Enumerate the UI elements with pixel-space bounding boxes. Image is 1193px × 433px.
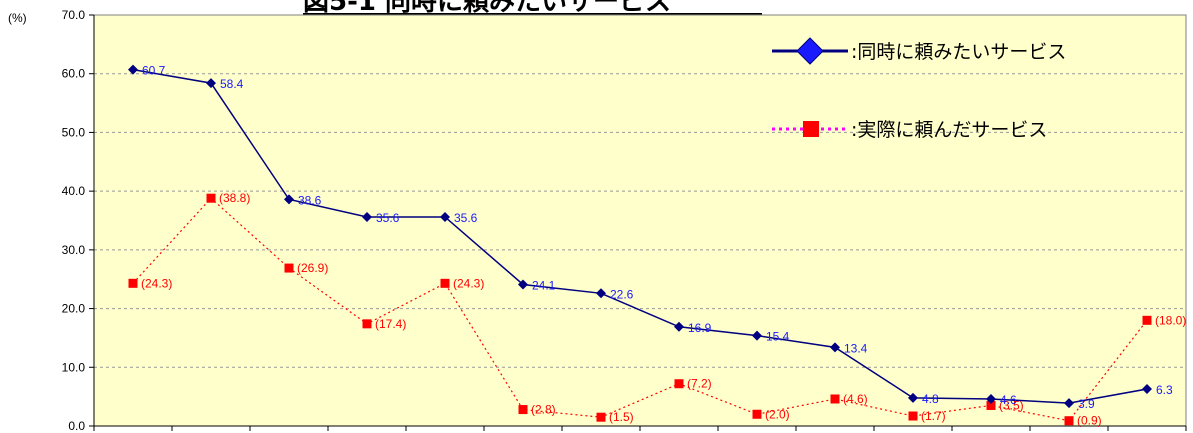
series-line-actual (132, 197, 1148, 422)
data-point-desired (674, 321, 684, 332)
data-label-desired: 6.3 (1156, 383, 1173, 397)
data-point-desired (362, 211, 372, 222)
data-point-actual (908, 411, 918, 421)
data-label-desired: 13.4 (844, 341, 868, 355)
data-point-actual (596, 412, 606, 422)
data-point-actual (1064, 416, 1074, 426)
data-point-desired (206, 78, 216, 89)
data-point-desired (518, 279, 528, 290)
data-point-actual (440, 278, 450, 288)
data-point-desired (284, 194, 294, 205)
data-point-desired (752, 330, 762, 341)
data-label-desired: 16.9 (688, 321, 712, 335)
data-label-actual: (24.3) (453, 276, 484, 290)
legend-diamond-marker (796, 37, 824, 65)
data-point-actual (830, 394, 840, 404)
y-tick-label: 30.0 (62, 243, 86, 257)
data-label-actual: (18.0) (1155, 313, 1186, 327)
y-tick-label: 20.0 (62, 302, 86, 316)
data-label-desired: 24.1 (532, 278, 556, 292)
legend: :同時に頼みたいサービス :実際に頼んだサービス (772, 37, 1066, 141)
data-label-desired: 4.8 (922, 392, 939, 406)
data-label-actual: (1.5) (609, 410, 634, 424)
data-label-desired: 3.9 (1078, 397, 1095, 411)
data-label-actual: (38.8) (219, 191, 250, 205)
y-tick-label: 40.0 (62, 184, 86, 198)
data-point-desired (440, 211, 450, 222)
y-axis-unit: (%) (8, 11, 27, 25)
y-axis-ticks: 0.0 10.0 20.0 30.0 40.0 50.0 60.0 70.0 (62, 8, 94, 433)
y-tick-label: 70.0 (62, 8, 86, 22)
x-axis-ticks (93, 426, 1187, 431)
data-label-desired: 22.6 (610, 287, 634, 301)
data-label-actual: (17.4) (375, 317, 406, 331)
series-line-desired (132, 68, 1148, 404)
data-label-desired: 60.7 (142, 64, 166, 78)
data-label-actual: (1.7) (921, 409, 946, 423)
y-tick-label: 0.0 (68, 419, 85, 433)
data-label-actual: (24.3) (141, 276, 172, 290)
data-point-desired (830, 342, 840, 353)
data-label-actual: (2.0) (765, 407, 790, 421)
data-label-actual: (2.8) (531, 403, 556, 417)
data-point-actual (362, 319, 372, 329)
data-point-desired (986, 393, 996, 404)
data-point-actual (518, 405, 528, 415)
data-label-desired: 35.6 (376, 211, 400, 225)
data-label-desired: 38.6 (298, 193, 322, 207)
data-label-desired: 15.4 (766, 330, 790, 344)
legend-label-actual: :実際に頼んだサービス (851, 119, 1047, 141)
legend-square-marker (803, 121, 819, 137)
data-label-actual: (0.9) (1077, 414, 1102, 428)
data-point-desired (128, 64, 138, 75)
data-label-actual: (3.5) (999, 398, 1024, 412)
data-point-actual (986, 400, 996, 410)
series-actual: (24.3) (38.8) (26.9) (17.4) (24.3) (2.8) (1.5)… (128, 191, 1186, 428)
data-point-actual (206, 193, 216, 203)
data-label-actual: (26.9) (297, 261, 328, 275)
data-point-actual (284, 263, 294, 273)
data-point-actual (674, 379, 684, 389)
legend-label-desired: :同時に頼みたいサービス (851, 41, 1066, 63)
data-point-actual (1142, 315, 1152, 325)
data-point-actual (752, 409, 762, 419)
series-desired: 60.7 58.4 38.6 35.6 35.6 24.1 22.6 16.9 15.4 13.4… (128, 64, 1173, 411)
data-label-actual: (4.6) (843, 392, 868, 406)
data-label-desired: 58.4 (220, 77, 244, 91)
gridlines (94, 73, 1186, 368)
data-point-desired (908, 392, 918, 403)
data-point-desired (1064, 398, 1074, 409)
data-label-desired: 35.6 (454, 211, 478, 225)
data-label-actual: (7.2) (687, 377, 712, 391)
data-label-desired: 4.6 (1000, 393, 1017, 407)
y-tick-label: 50.0 (62, 125, 86, 139)
data-point-desired (1142, 384, 1152, 395)
y-tick-label: 60.0 (62, 67, 86, 81)
data-point-actual (128, 278, 138, 288)
y-tick-label: 10.0 (62, 360, 86, 374)
plot-area (93, 14, 1187, 427)
data-point-desired (596, 288, 606, 299)
legend-item-desired: :同時に頼みたいサービス (772, 37, 1066, 65)
chart-title: 図5-1 同時に頼みたいサービス (303, 0, 671, 17)
legend-item-actual: :実際に頼んだサービス (772, 119, 1047, 141)
